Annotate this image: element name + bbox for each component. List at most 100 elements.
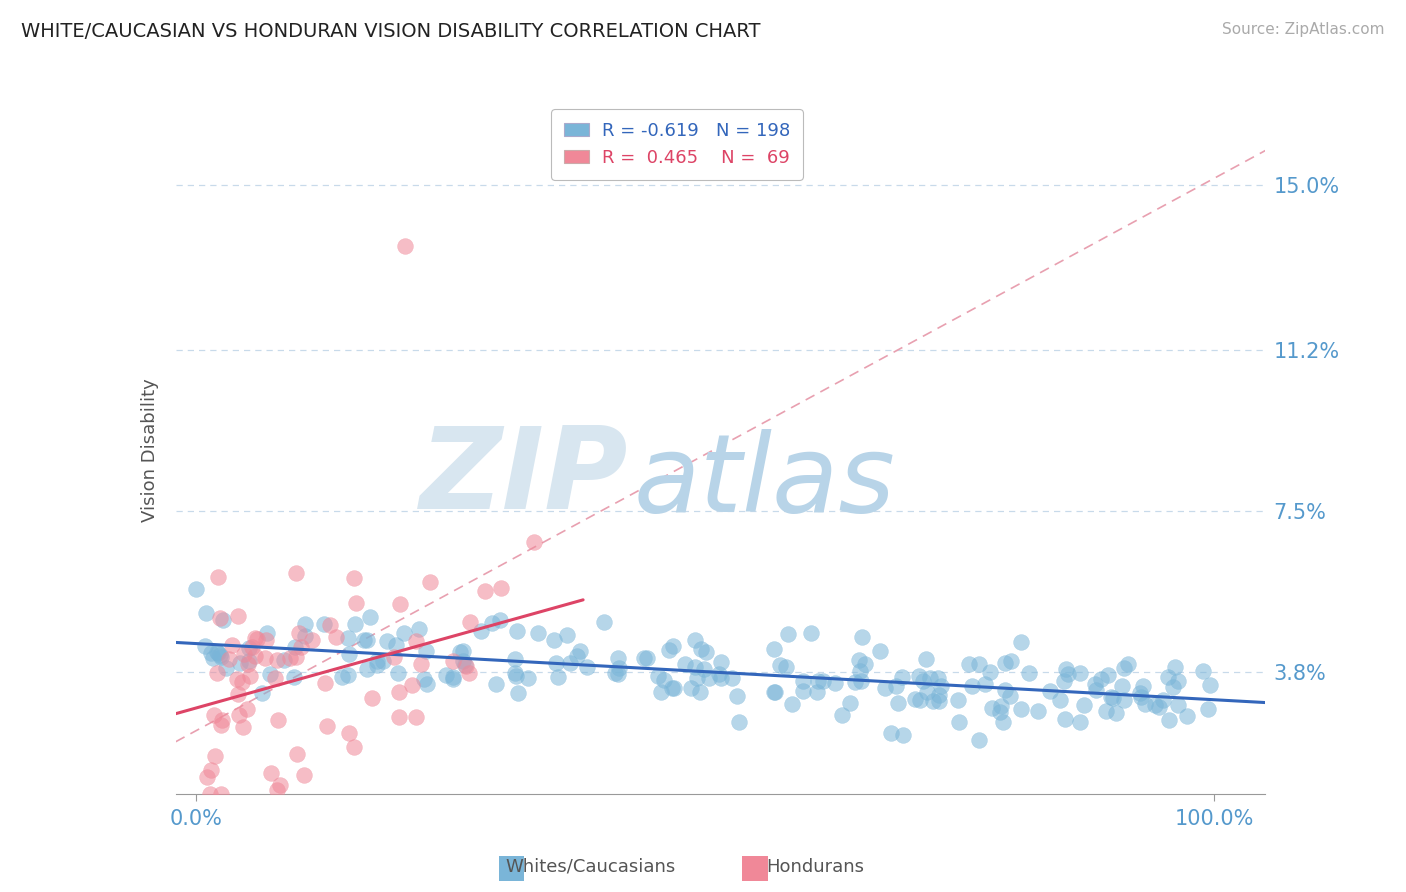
Point xyxy=(458,615,481,630)
Point xyxy=(228,657,250,671)
Point xyxy=(1153,693,1175,707)
Point xyxy=(707,667,730,681)
Point xyxy=(880,726,903,740)
Point xyxy=(506,624,529,639)
Point xyxy=(1133,698,1156,712)
Point xyxy=(207,646,229,660)
Point xyxy=(807,674,830,689)
Point xyxy=(238,641,260,656)
Point xyxy=(603,665,626,680)
Point xyxy=(330,670,353,684)
Point xyxy=(419,575,441,590)
Point xyxy=(683,633,706,648)
Point xyxy=(319,618,342,632)
Point xyxy=(769,658,792,673)
Point xyxy=(239,668,262,682)
Point xyxy=(1026,704,1049,718)
Point xyxy=(647,669,669,683)
Point xyxy=(763,685,786,699)
Point xyxy=(415,644,437,658)
Point xyxy=(474,584,496,599)
Point xyxy=(294,616,316,631)
Point xyxy=(792,684,814,698)
Point xyxy=(778,627,800,641)
Point xyxy=(636,650,658,665)
Text: atlas: atlas xyxy=(633,429,896,534)
Point xyxy=(988,705,1011,719)
Point xyxy=(344,617,367,632)
Point xyxy=(1054,662,1077,676)
Point xyxy=(238,657,260,671)
Point xyxy=(1069,714,1091,729)
Point xyxy=(411,657,433,672)
Point xyxy=(387,665,409,680)
Point xyxy=(593,615,616,630)
Point xyxy=(238,654,260,668)
Point xyxy=(912,673,935,688)
Point xyxy=(1147,700,1170,714)
Point xyxy=(508,685,530,699)
Point xyxy=(516,671,538,685)
Point xyxy=(1018,666,1040,681)
Point xyxy=(560,657,582,671)
Point xyxy=(245,648,267,663)
Point xyxy=(1057,666,1080,681)
Point xyxy=(1143,698,1166,712)
Point xyxy=(236,702,259,716)
Point xyxy=(851,674,873,689)
Point xyxy=(607,661,630,675)
Point xyxy=(254,633,277,648)
Point xyxy=(1159,713,1181,727)
Point xyxy=(910,693,932,707)
Point xyxy=(887,696,910,710)
Point xyxy=(1197,702,1219,716)
Point xyxy=(928,694,950,708)
Point xyxy=(1167,698,1189,712)
Point xyxy=(569,644,592,658)
Point xyxy=(721,671,744,685)
Point xyxy=(388,710,411,724)
Point xyxy=(401,678,423,692)
Point xyxy=(208,611,231,625)
Point xyxy=(266,653,288,667)
Point xyxy=(453,644,475,658)
Point xyxy=(811,673,834,688)
Point xyxy=(697,671,720,685)
Point xyxy=(470,624,492,639)
Point xyxy=(408,622,430,636)
Point xyxy=(394,626,416,640)
Point xyxy=(967,657,990,672)
Point xyxy=(209,787,232,801)
Point xyxy=(290,640,312,655)
Point xyxy=(342,571,364,585)
Point xyxy=(979,665,1001,679)
Point xyxy=(458,666,481,681)
Point xyxy=(226,608,249,623)
Point xyxy=(1069,666,1091,681)
Point xyxy=(1101,691,1123,706)
Point xyxy=(891,728,914,742)
Point xyxy=(283,670,305,684)
Point xyxy=(503,666,526,681)
Point xyxy=(679,681,702,696)
Point xyxy=(1111,679,1133,693)
Point xyxy=(356,632,378,647)
Point xyxy=(689,685,711,699)
Point xyxy=(650,685,672,699)
Point xyxy=(384,638,406,652)
Point xyxy=(267,713,290,727)
Point xyxy=(387,685,409,699)
Point xyxy=(1010,635,1032,649)
Point xyxy=(314,676,336,690)
Point xyxy=(260,765,283,780)
Point xyxy=(505,669,527,683)
Point xyxy=(994,682,1017,697)
Point xyxy=(974,677,997,691)
Point xyxy=(546,656,568,670)
Point xyxy=(292,768,315,782)
Point xyxy=(361,690,384,705)
Point xyxy=(198,787,221,801)
Point xyxy=(301,632,323,647)
Point xyxy=(1039,684,1062,698)
Point xyxy=(960,679,983,693)
